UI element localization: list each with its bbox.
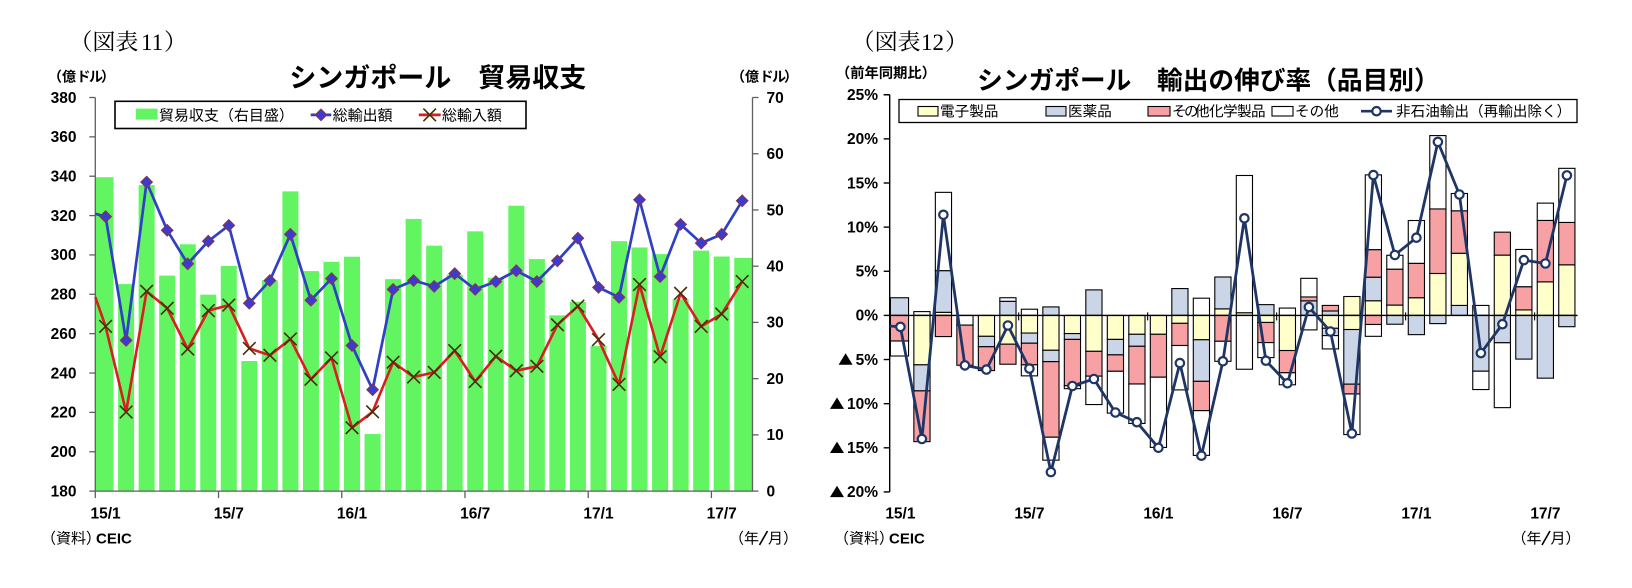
svg-text:20%: 20% <box>847 484 878 501</box>
svg-text:0: 0 <box>767 483 776 500</box>
svg-text:40: 40 <box>767 259 784 276</box>
svg-text:17/1: 17/1 <box>1401 506 1432 523</box>
svg-text:320: 320 <box>51 208 77 225</box>
svg-text:15/1: 15/1 <box>91 506 122 523</box>
svg-text:16/7: 16/7 <box>460 506 490 523</box>
svg-text:280: 280 <box>51 287 77 304</box>
svg-text:CEIC: CEIC <box>889 531 925 548</box>
svg-text:5%: 5% <box>856 264 879 281</box>
svg-text:15%: 15% <box>847 175 878 192</box>
svg-text:220: 220 <box>51 405 77 422</box>
svg-text:15/7: 15/7 <box>214 506 244 523</box>
svg-text:16/1: 16/1 <box>337 506 368 523</box>
svg-text:10: 10 <box>767 427 784 444</box>
svg-text:12: 12 <box>921 30 944 55</box>
svg-text:10%: 10% <box>847 396 878 413</box>
svg-text:25%: 25% <box>847 87 878 104</box>
svg-text:360: 360 <box>51 129 77 146</box>
svg-text:17/7: 17/7 <box>707 506 737 523</box>
svg-text:240: 240 <box>51 365 77 382</box>
svg-text:15%: 15% <box>847 440 878 457</box>
svg-text:11: 11 <box>141 30 163 55</box>
svg-text:380: 380 <box>51 90 77 107</box>
svg-text:70: 70 <box>767 90 784 107</box>
svg-text:60: 60 <box>767 146 784 163</box>
svg-text:200: 200 <box>51 444 77 461</box>
svg-text:20%: 20% <box>847 131 878 148</box>
svg-text:17/7: 17/7 <box>1530 506 1560 523</box>
svg-text:180: 180 <box>51 483 77 500</box>
svg-text:16/1: 16/1 <box>1143 506 1174 523</box>
svg-text:5%: 5% <box>856 352 879 369</box>
svg-text:30: 30 <box>767 315 784 332</box>
svg-text:260: 260 <box>51 326 77 343</box>
svg-text:0%: 0% <box>856 308 879 325</box>
svg-text:300: 300 <box>51 247 77 264</box>
svg-text:17/1: 17/1 <box>583 506 614 523</box>
svg-text:50: 50 <box>767 202 784 219</box>
svg-text:15/1: 15/1 <box>885 506 916 523</box>
svg-text:340: 340 <box>51 169 77 186</box>
svg-text:16/7: 16/7 <box>1272 506 1302 523</box>
svg-text:CEIC: CEIC <box>96 531 132 548</box>
svg-text:10%: 10% <box>847 219 878 236</box>
svg-text:15/7: 15/7 <box>1014 506 1044 523</box>
svg-text:20: 20 <box>767 371 784 388</box>
